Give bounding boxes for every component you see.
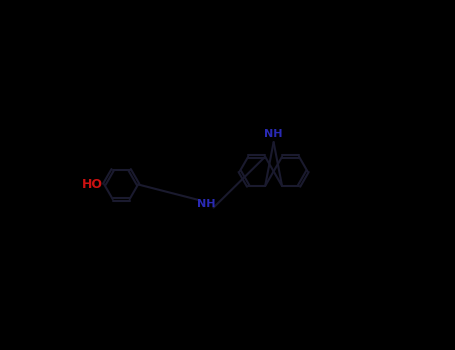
Text: HO: HO <box>82 178 103 191</box>
Text: NH: NH <box>197 199 215 209</box>
Text: NH: NH <box>264 129 283 139</box>
